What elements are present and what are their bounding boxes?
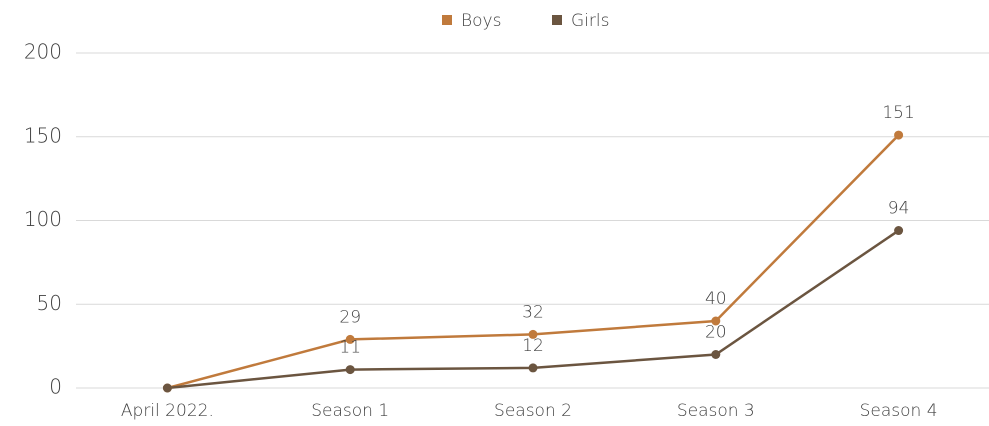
y-tick-label: 150 <box>24 123 62 147</box>
x-tick-label: Season 1 <box>311 401 389 421</box>
data-label: 20 <box>705 323 727 343</box>
point <box>711 316 721 326</box>
legend-label: Girls <box>571 11 609 31</box>
legend-swatch <box>552 15 562 25</box>
x-tick-label: April 2022. <box>121 401 214 421</box>
point <box>162 383 172 393</box>
point <box>894 130 904 140</box>
point <box>345 334 355 344</box>
legend-swatch <box>442 15 452 25</box>
point <box>528 329 538 339</box>
y-tick-label: 0 <box>49 375 62 399</box>
data-label: 29 <box>339 307 361 327</box>
point <box>528 363 538 373</box>
data-label: 94 <box>888 199 910 219</box>
legend-label: Boys <box>461 11 501 31</box>
data-label: 32 <box>522 302 544 322</box>
point <box>894 226 904 236</box>
y-tick-label: 200 <box>24 40 62 64</box>
x-tick-label: Season 2 <box>494 401 572 421</box>
x-tick-label: Season 4 <box>860 401 938 421</box>
y-tick-label: 100 <box>24 207 62 231</box>
point <box>345 365 355 375</box>
data-label: 12 <box>522 336 544 356</box>
data-label: 151 <box>882 103 914 123</box>
point <box>711 350 721 359</box>
data-label: 40 <box>705 289 727 309</box>
data-label: 11 <box>339 338 361 358</box>
y-tick-label: 50 <box>37 291 62 315</box>
x-tick-label: Season 3 <box>677 401 755 421</box>
